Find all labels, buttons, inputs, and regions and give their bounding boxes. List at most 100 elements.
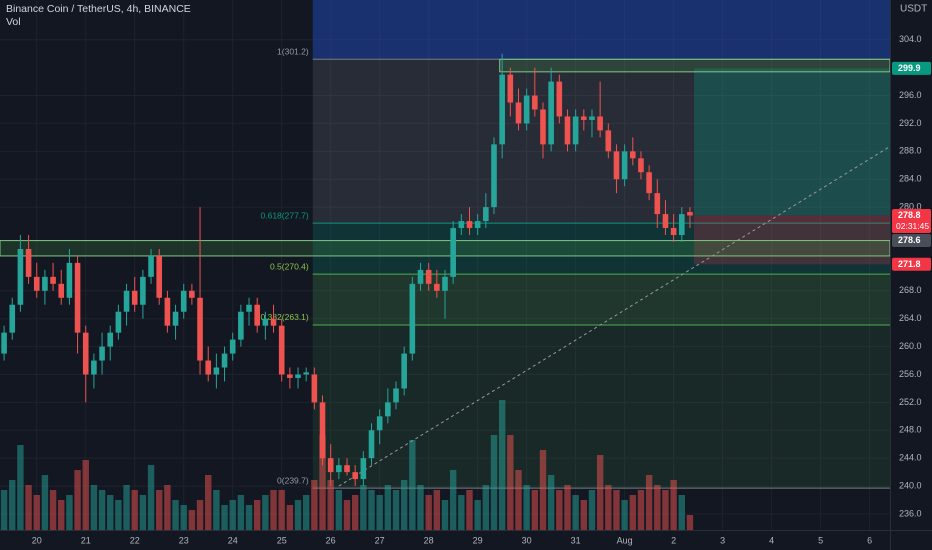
candle-body — [197, 297, 203, 361]
candle-body — [131, 290, 138, 305]
candle-body — [678, 214, 685, 236]
volume-bar — [172, 500, 179, 530]
volume-bar — [302, 495, 310, 530]
candle-body — [344, 465, 350, 473]
x-tick-label: 26 — [326, 535, 336, 545]
y-tick-label: 280.0 — [899, 201, 922, 211]
volume-bar — [17, 445, 24, 530]
candle-body — [466, 221, 473, 229]
support-zone — [499, 58, 891, 73]
volume-bar — [58, 500, 65, 530]
candle-body — [140, 276, 146, 305]
candle-body — [172, 311, 179, 326]
y-tick-label: 268.0 — [899, 285, 922, 295]
y-tick-label: 260.0 — [899, 341, 922, 351]
volume-bar — [409, 440, 416, 530]
volume-bar — [556, 490, 563, 530]
x-tick-label: 21 — [81, 535, 91, 545]
candle-body — [605, 130, 612, 152]
volume-bar — [425, 495, 432, 530]
volume-bar — [319, 435, 326, 530]
x-tick-label: 31 — [571, 535, 581, 545]
y-tick-label: 288.0 — [899, 146, 922, 156]
candle-body — [164, 297, 171, 326]
volume-bar — [441, 500, 449, 530]
volume-bar — [98, 490, 106, 530]
volume-bar — [82, 460, 89, 530]
volume-bar — [107, 495, 114, 530]
y-tick-label: 248.0 — [899, 425, 922, 435]
y-tick-label: 256.0 — [899, 369, 922, 379]
candle-body — [254, 304, 261, 326]
volume-bar — [662, 490, 669, 530]
volume-bar — [572, 495, 579, 530]
volume-bar — [466, 490, 473, 530]
candle-body — [491, 144, 497, 208]
volume-bar — [254, 500, 261, 530]
candle-body — [107, 332, 114, 347]
volume-bar — [74, 470, 81, 530]
candle-body — [629, 151, 636, 159]
candle-body — [368, 430, 375, 459]
volume-bar — [507, 435, 514, 530]
candle-body — [515, 102, 522, 124]
volume-bar — [229, 500, 236, 530]
fib-level-label: 0.618(277.7) — [261, 210, 309, 220]
candle-body — [360, 458, 367, 480]
x-tick-label: Aug — [617, 535, 633, 545]
volume-bar — [147, 465, 155, 530]
candle-body — [393, 388, 399, 403]
x-tick-label: 24 — [228, 535, 238, 545]
candle-body — [548, 81, 554, 145]
candle-body — [425, 269, 432, 284]
x-tick-label: 6 — [867, 535, 872, 545]
volume-bar — [368, 490, 375, 530]
volume-bar — [180, 505, 187, 530]
volume-bar — [237, 495, 245, 530]
candle-body — [376, 416, 383, 431]
volume-bar — [205, 475, 212, 530]
volume-bar — [515, 470, 522, 530]
candle-body — [621, 151, 628, 180]
volume-bar — [482, 485, 490, 530]
candle-body — [278, 325, 285, 375]
candle-body — [450, 228, 456, 277]
candle-body — [270, 318, 277, 326]
candle-body — [336, 465, 342, 473]
x-tick-label: 27 — [375, 535, 385, 545]
candle-body — [540, 109, 546, 145]
volume-bar — [278, 490, 285, 530]
candle-body — [82, 332, 89, 375]
candle-body — [42, 276, 48, 291]
volume-bar — [498, 400, 506, 530]
volume-bar — [360, 485, 367, 530]
volume-bar — [9, 480, 16, 530]
volume-bar — [458, 495, 465, 530]
candle-body — [654, 193, 661, 215]
volume-bar — [123, 485, 130, 530]
volume-bar — [164, 485, 171, 530]
volume-bar — [596, 455, 604, 530]
x-tick-label: 20 — [32, 535, 42, 545]
candle-body — [458, 221, 465, 229]
candle-body — [385, 402, 391, 417]
candle-body — [295, 374, 301, 378]
candle-body — [572, 116, 579, 145]
volume-bar — [188, 510, 196, 530]
volume-bar — [523, 485, 530, 530]
volume-bar — [376, 495, 383, 530]
price-axis — [890, 0, 932, 550]
candle-body — [401, 353, 407, 389]
candle-body — [589, 116, 595, 120]
candle-body — [58, 283, 65, 298]
candle-body — [327, 458, 334, 473]
candle-body — [99, 346, 105, 361]
fib-level-label: 0.5(270.4) — [270, 261, 309, 271]
candle-body — [581, 116, 587, 120]
y-tick-label: 304.0 — [899, 34, 922, 44]
volume-bar — [196, 500, 204, 530]
volume-bar — [351, 495, 359, 530]
candle-body — [25, 248, 32, 277]
candle-body — [662, 214, 669, 229]
candle-body — [499, 74, 505, 145]
